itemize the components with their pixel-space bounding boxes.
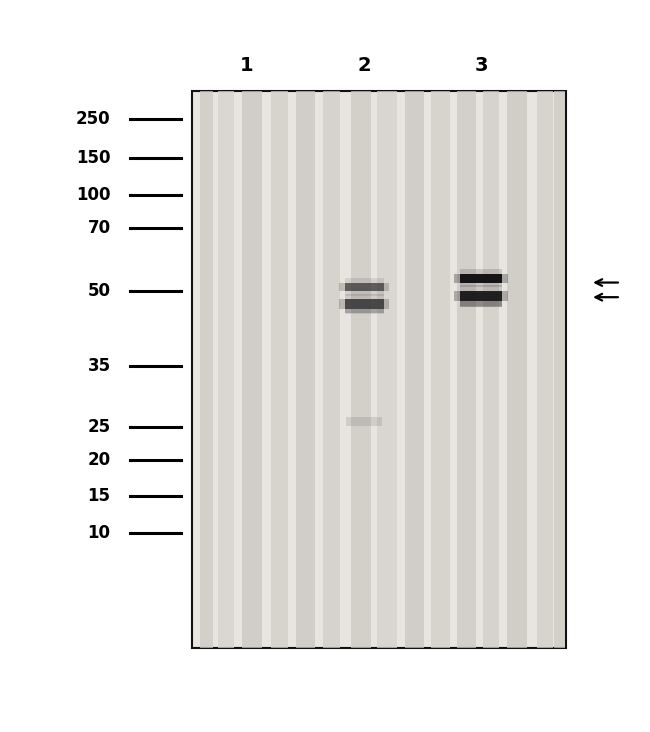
Bar [507, 92, 526, 648]
Bar [454, 274, 460, 283]
Bar [344, 291, 383, 296]
Bar [200, 92, 213, 648]
Text: 25: 25 [87, 419, 111, 436]
Bar [502, 274, 508, 283]
Bar [192, 92, 566, 648]
Text: 50: 50 [88, 283, 110, 300]
Bar [537, 92, 552, 648]
Bar [377, 92, 396, 648]
Text: 100: 100 [76, 186, 111, 203]
Text: 70: 70 [87, 220, 111, 237]
Text: 15: 15 [88, 488, 110, 505]
Text: 150: 150 [76, 149, 111, 167]
Bar [351, 92, 370, 648]
Bar [457, 92, 476, 648]
Bar [218, 92, 234, 648]
Text: 20: 20 [87, 451, 111, 468]
Bar [324, 92, 339, 648]
Bar [460, 285, 502, 291]
Bar [482, 92, 499, 648]
Bar [460, 269, 502, 274]
Text: 250: 250 [76, 110, 111, 127]
Bar [242, 92, 262, 648]
Bar [346, 417, 382, 426]
Bar [460, 283, 502, 287]
Bar [339, 299, 345, 309]
Bar [344, 283, 383, 291]
Bar [344, 278, 383, 283]
Bar [272, 92, 287, 648]
Bar [460, 293, 502, 307]
Bar [339, 283, 345, 291]
Bar [344, 294, 383, 299]
Text: 10: 10 [88, 524, 110, 542]
Text: 2: 2 [358, 56, 370, 75]
Bar [460, 274, 502, 283]
Bar [554, 92, 565, 648]
Bar [384, 299, 389, 309]
Bar [344, 309, 383, 314]
Bar [460, 291, 502, 301]
Bar [502, 291, 508, 301]
Bar [454, 291, 460, 301]
Bar [405, 92, 424, 648]
Bar [296, 92, 315, 648]
Text: 1: 1 [240, 56, 254, 75]
Bar [344, 299, 383, 309]
Bar [431, 92, 450, 648]
Text: 35: 35 [87, 357, 111, 375]
Text: 3: 3 [474, 56, 488, 75]
Bar [344, 299, 383, 313]
Bar [460, 301, 502, 306]
Bar [384, 283, 389, 291]
